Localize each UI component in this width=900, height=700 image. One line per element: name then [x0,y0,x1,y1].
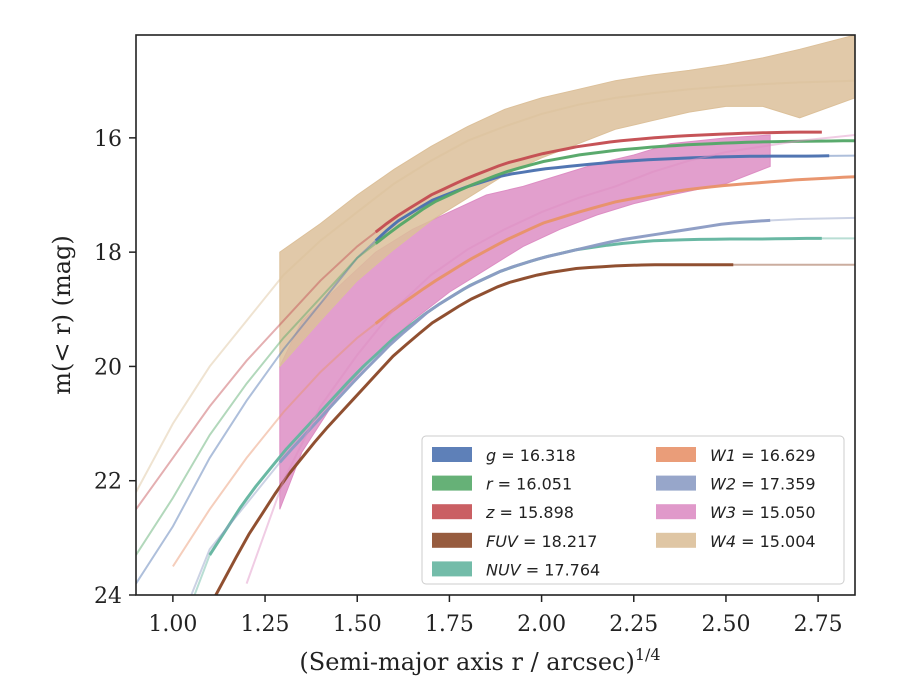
legend-swatch-g [432,447,472,462]
x-axis-label: (Semi-major axis r / arcsec)1/4 [299,645,660,676]
y-tick-label: 24 [94,584,122,609]
y-tick-label: 16 [94,127,122,152]
x-tick-label: 1.25 [241,612,290,637]
x-axis-label-exponent: 1/4 [635,645,661,664]
x-tick-label: 2.00 [517,612,566,637]
x-tick-label: 1.50 [333,612,382,637]
series-w2-profile [278,218,771,464]
series-z-profile [374,130,822,234]
legend-swatch-r [432,475,472,491]
y-tick-label: 20 [94,355,122,380]
legend-label-r: r = 16.051 [486,475,572,494]
legend-label-z: z = 15.898 [485,503,574,522]
y-axis-label: m(< r) (mag) [48,235,76,394]
x-tick-label: 2.75 [794,612,843,637]
legend-swatch-fuv [432,532,472,548]
legend-swatch-w3 [656,504,696,520]
series-r-profile [374,139,855,245]
legend-label-g: g = 16.318 [486,446,576,465]
legend: g = 16.318 r = 16.051 z = 15.898 FUV = 18.2… [421,435,845,585]
legend-swatch-w1 [656,447,696,462]
legend-swatch-w4 [656,532,696,548]
series-w4-curve [136,79,855,493]
x-tick-label: 1.00 [148,612,197,637]
legend-box [421,435,845,585]
series-w1-profile [374,175,855,325]
legend-label-fuv: FUV = 18.217 [486,532,597,551]
series-w3-curve [245,134,855,584]
series-w4-band [279,35,855,368]
x-tick-label: 2.25 [609,612,658,637]
legend-label-w2: W2 = 17.359 [710,475,816,494]
y-tick-label: 18 [94,241,122,266]
x-tick-label: 2.50 [701,612,750,637]
legend-label-w4: W4 = 15.004 [710,532,816,551]
series-fuv-profile [214,263,734,595]
legend-swatch-w2 [656,475,696,491]
legend-label-w1: W1 = 16.629 [710,446,816,465]
legend-label-w3: W3 = 15.050 [710,503,816,522]
y-tick-label: 22 [94,470,122,495]
x-tick-label: 1.75 [425,612,474,637]
legend-swatch-z [432,504,472,520]
legend-swatch-nuv [432,561,472,577]
legend-label-nuv: NUV = 17.764 [486,560,600,579]
plot-frame [135,34,856,596]
